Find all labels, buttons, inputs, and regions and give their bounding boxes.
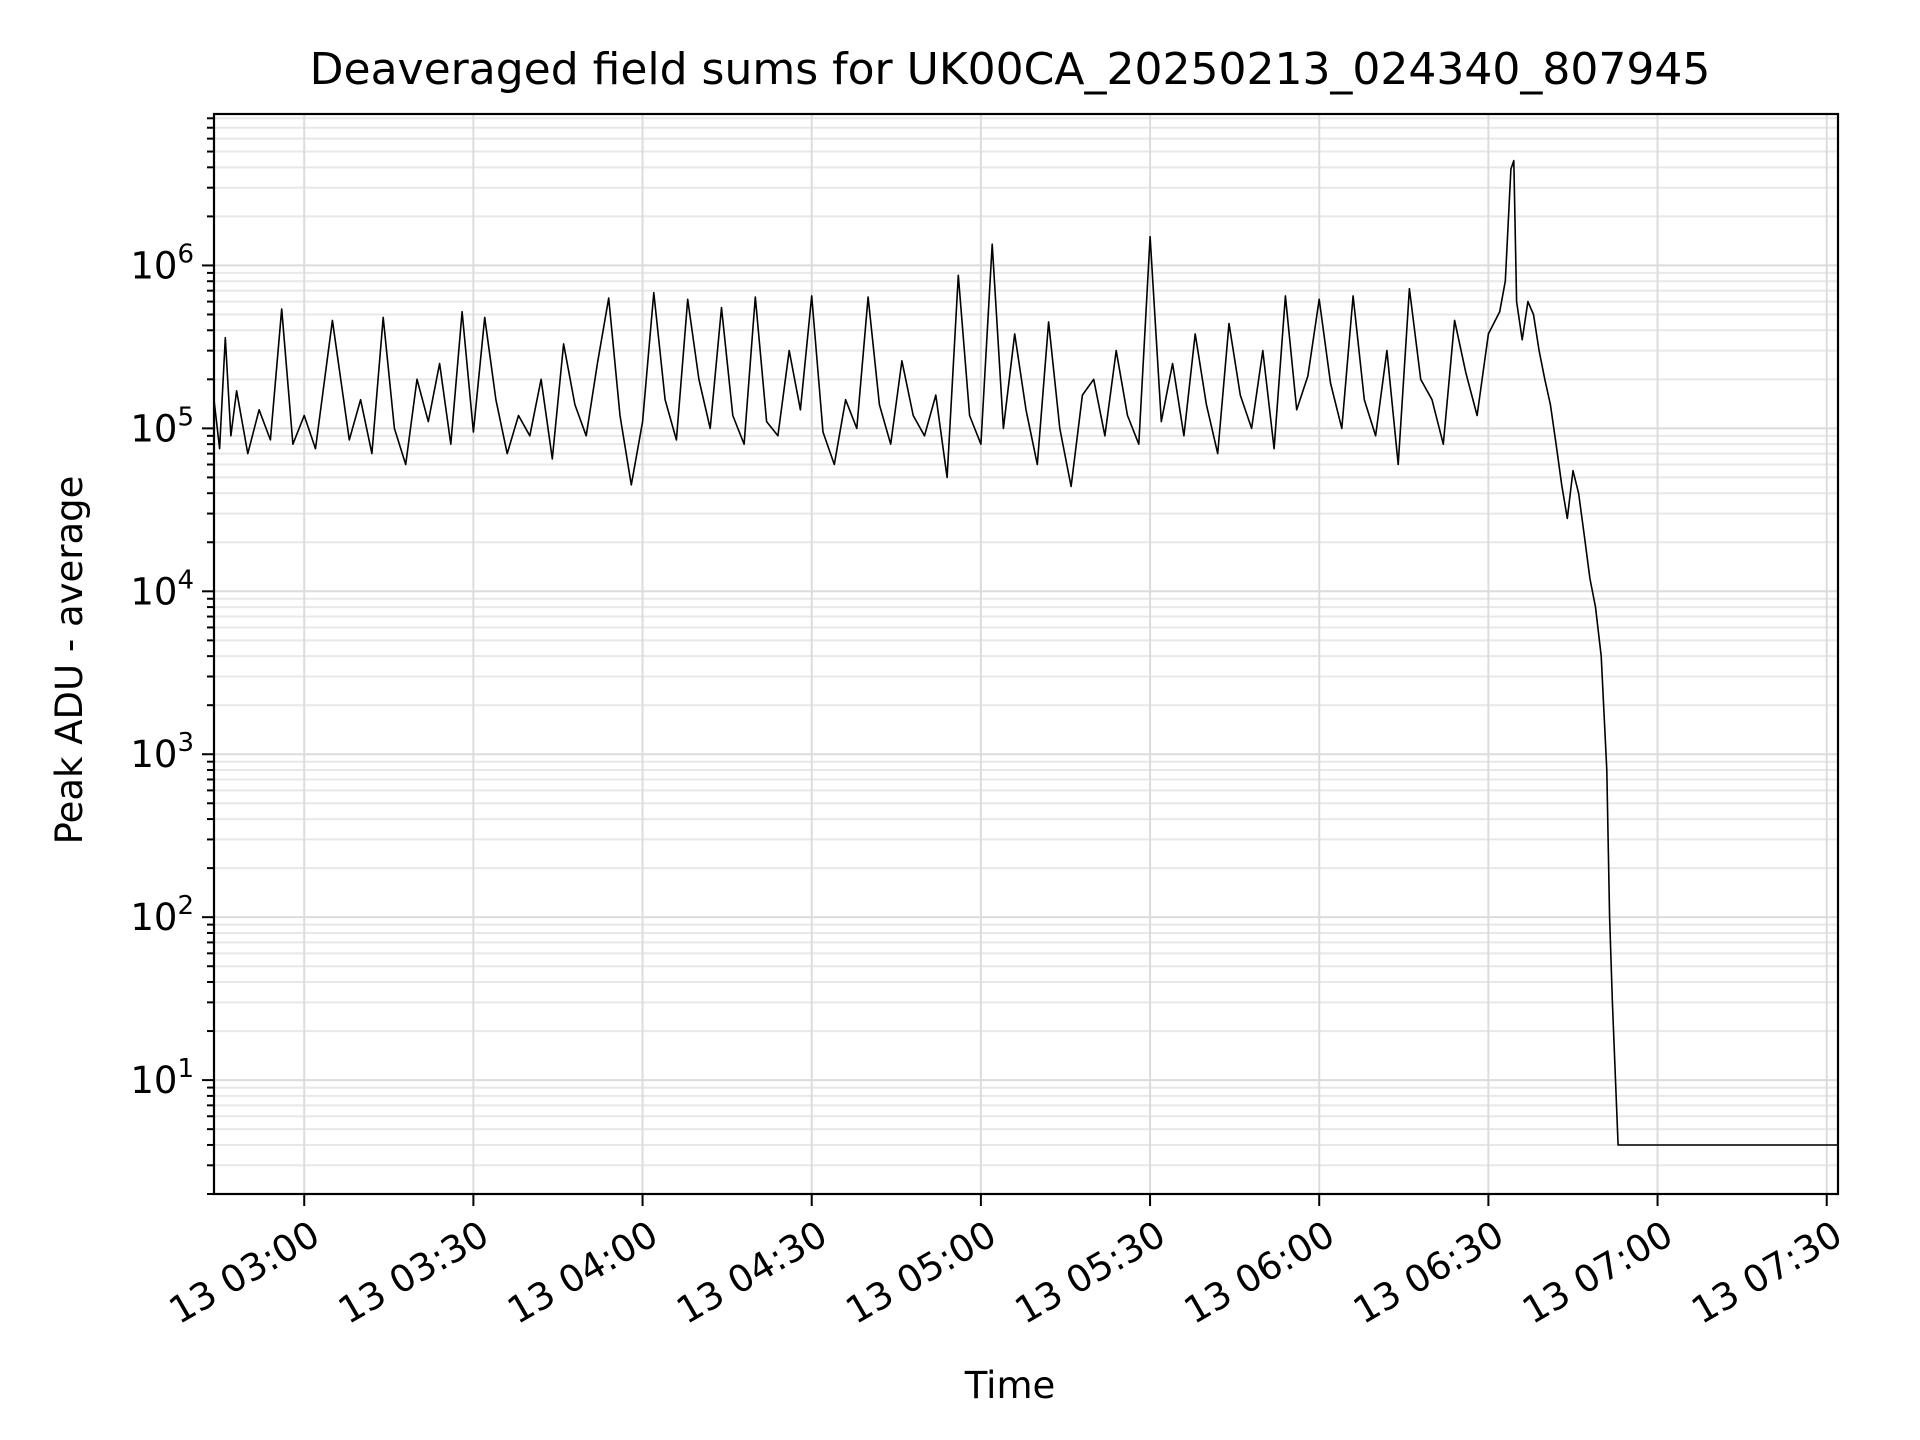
plot-frame <box>212 112 1840 1196</box>
y-tick-label: 104 <box>130 565 194 613</box>
chart-title: Deaveraged field sums for UK00CA_2025021… <box>310 44 1711 95</box>
y-tick-label: 101 <box>130 1054 194 1102</box>
y-tick-label: 105 <box>130 402 194 450</box>
plot-area <box>213 159 1838 1146</box>
y-axis-label: Peak ADU - average <box>48 476 91 845</box>
x-axis-label: Time <box>964 1364 1056 1407</box>
y-tick-label: 106 <box>130 239 194 287</box>
grid <box>214 114 1838 1195</box>
y-tick-label: 103 <box>130 728 194 776</box>
y-tick-label: 102 <box>130 891 194 939</box>
series-line <box>213 159 1838 1146</box>
